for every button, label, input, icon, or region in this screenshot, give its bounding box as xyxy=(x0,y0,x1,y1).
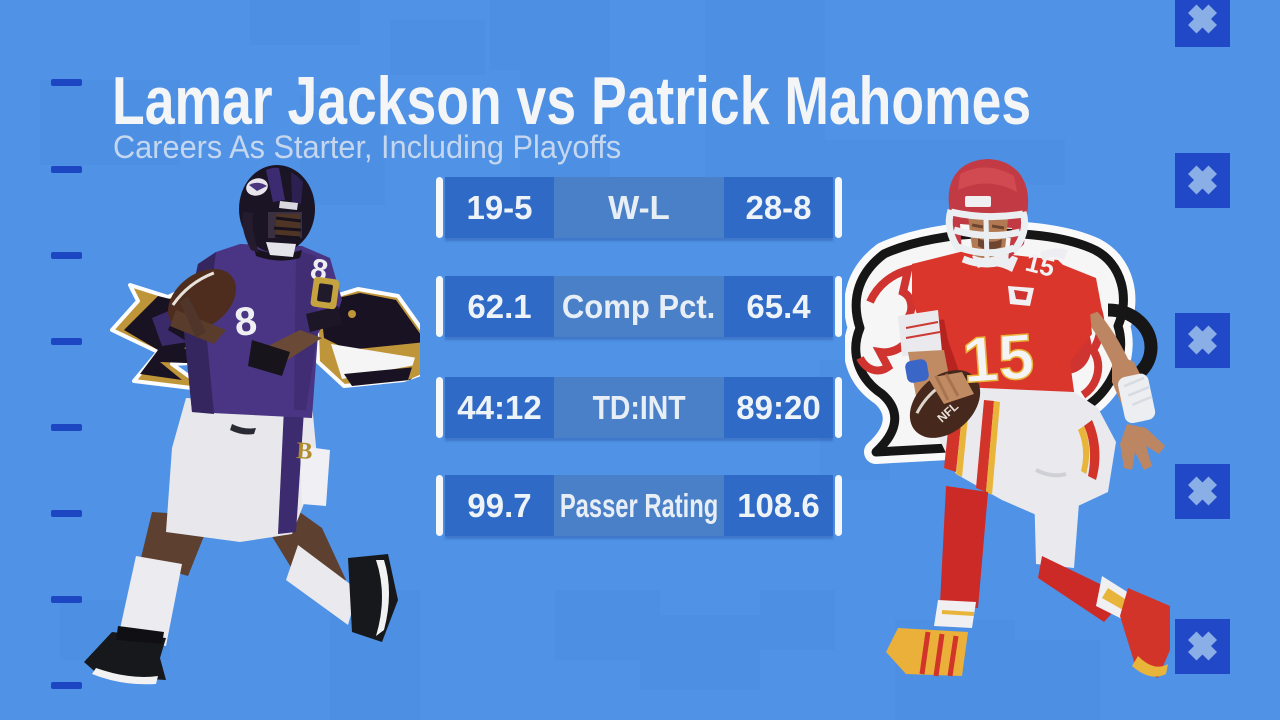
svg-text:15: 15 xyxy=(960,320,1036,397)
svg-text:8: 8 xyxy=(232,299,259,345)
svg-text:B: B xyxy=(296,438,314,465)
